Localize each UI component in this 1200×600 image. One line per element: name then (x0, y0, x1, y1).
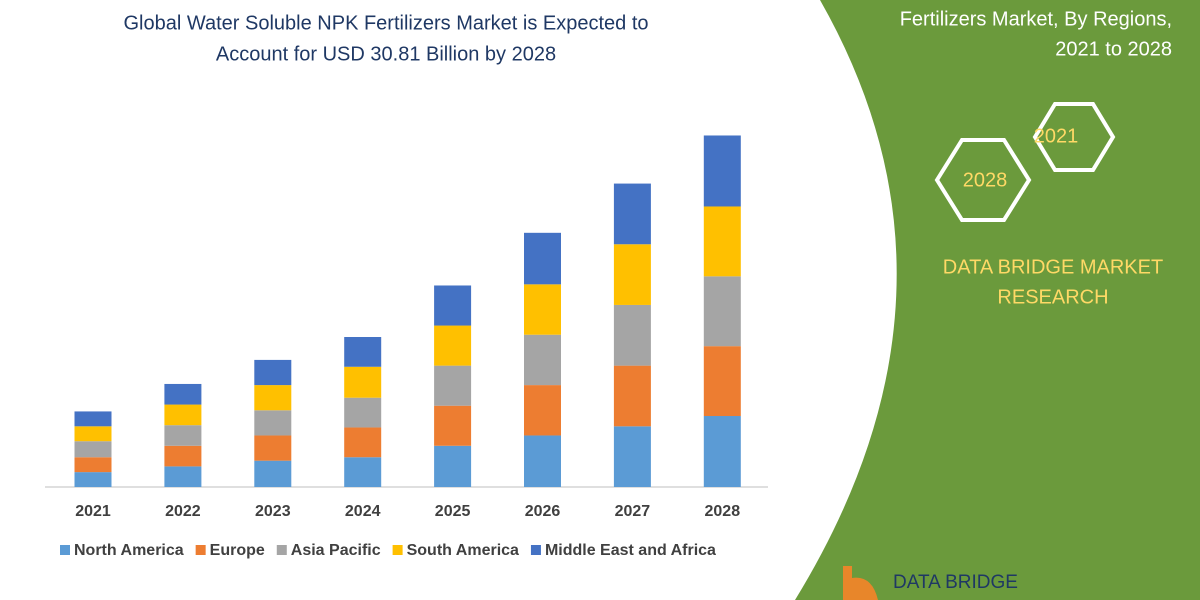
panel-heading: 2021 to 2028 (1055, 38, 1172, 60)
bar-segment (524, 284, 561, 335)
chart-title: Global Water Soluble NPK Fertilizers Mar… (123, 12, 648, 34)
x-tick-label: 2025 (435, 503, 471, 520)
bar-segment (74, 472, 112, 487)
x-tick-label: 2022 (165, 503, 201, 520)
chart-title: Account for USD 30.81 Billion by 2028 (216, 43, 556, 65)
legend-swatch (60, 545, 70, 555)
bar-segment (164, 445, 202, 467)
bar-segment (164, 466, 202, 487)
bar-segment (613, 365, 651, 427)
bar-segment (74, 426, 112, 442)
bar-segment (434, 285, 472, 326)
bar-segment (344, 457, 382, 487)
logo-icon (843, 566, 878, 600)
bar-segment (434, 325, 472, 366)
x-tick-label: 2028 (705, 503, 741, 520)
bar-segment (703, 206, 741, 277)
legend-swatch (276, 545, 287, 555)
x-tick-label: 2023 (255, 503, 291, 520)
bar-segment (164, 425, 202, 446)
legend-swatch (392, 545, 403, 555)
hexagon (934, 138, 1032, 222)
hexagon-label: 2028 (963, 169, 1008, 191)
bar-segment (344, 427, 382, 458)
bar-segment (74, 457, 112, 473)
hexagon (1032, 102, 1116, 172)
hexagon-label: 2021 (1034, 125, 1079, 147)
x-tick-label: 2021 (75, 503, 111, 520)
bar-segment (703, 416, 741, 487)
bar-segment (344, 397, 382, 428)
bar-segment (434, 445, 472, 487)
legend-swatch (195, 545, 206, 555)
brand-text: RESEARCH (997, 286, 1108, 308)
bar-segment (524, 232, 561, 285)
bar-segment (344, 337, 382, 367)
x-tick-label: 2027 (615, 503, 651, 520)
x-tick-label: 2024 (345, 503, 381, 520)
panel-heading: Fertilizers Market, By Regions, (900, 8, 1172, 30)
legend-label: Middle East and Africa (545, 542, 716, 559)
bar-segment (524, 334, 561, 386)
bar-segment (703, 135, 741, 207)
bar-segment (703, 276, 741, 347)
legend-label: South America (407, 542, 519, 559)
bar-segment (344, 366, 382, 398)
legend-label: North America (74, 542, 184, 559)
bar-segment (74, 441, 112, 458)
bar-segment (613, 426, 651, 487)
bar-segment (254, 410, 292, 436)
bar-segment (434, 365, 472, 406)
bar-segment (613, 244, 651, 305)
bar-segment (434, 405, 472, 446)
x-tick-label: 2026 (525, 503, 561, 520)
green-panel (795, 0, 1200, 600)
bar-segment (254, 435, 292, 461)
bar-segment (164, 383, 202, 405)
bar-segment (703, 346, 741, 417)
bar-segment (254, 385, 292, 411)
bar-segment (74, 411, 112, 427)
brand-text: DATA BRIDGE MARKET (943, 256, 1163, 278)
bar-segment (613, 304, 651, 366)
logo-text: DATA BRIDGE (893, 572, 1018, 593)
bar-segment (524, 435, 561, 487)
bar-segment (613, 183, 651, 245)
legend-swatch (530, 545, 541, 555)
bar-segment (254, 359, 292, 386)
bar-segment (524, 385, 561, 436)
bar-segment (164, 404, 202, 426)
legend-label: Europe (210, 542, 265, 559)
bar-segment (254, 460, 292, 487)
legend-label: Asia Pacific (291, 542, 381, 559)
